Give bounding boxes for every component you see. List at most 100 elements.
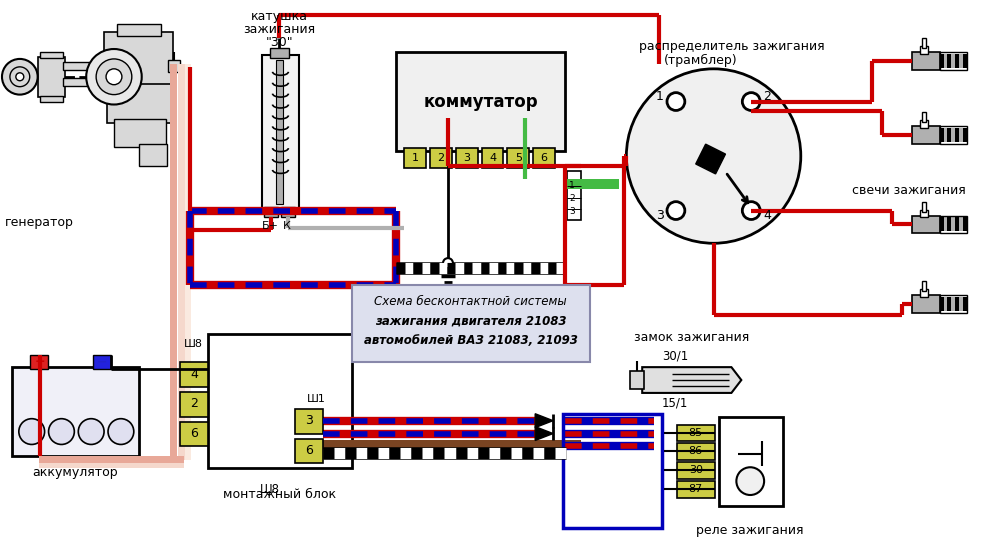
- Circle shape: [743, 201, 761, 219]
- Polygon shape: [696, 144, 726, 174]
- Text: реле зажигания: реле зажигания: [696, 524, 804, 537]
- Bar: [567, 171, 581, 221]
- Bar: [955, 297, 959, 311]
- Text: Схема бесконтактной системы: Схема бесконтактной системы: [374, 295, 567, 308]
- Bar: [939, 128, 943, 142]
- Bar: [181, 392, 209, 417]
- Bar: [181, 422, 209, 447]
- Bar: [261, 55, 299, 209]
- Polygon shape: [535, 426, 553, 441]
- Bar: [943, 128, 947, 142]
- Bar: [920, 120, 927, 128]
- Bar: [922, 201, 925, 211]
- Bar: [275, 60, 283, 204]
- Bar: [533, 148, 555, 168]
- Text: 4: 4: [764, 209, 771, 222]
- Bar: [631, 371, 644, 389]
- Bar: [179, 64, 186, 460]
- Bar: [171, 64, 178, 460]
- Bar: [939, 126, 967, 144]
- Circle shape: [10, 67, 30, 87]
- Circle shape: [667, 93, 685, 110]
- Text: Ш8: Ш8: [184, 340, 204, 349]
- Text: катушка: катушка: [251, 10, 308, 23]
- Text: 6: 6: [191, 427, 199, 440]
- Bar: [323, 441, 581, 449]
- Text: 30/1: 30/1: [662, 349, 688, 363]
- Text: 3: 3: [569, 206, 575, 216]
- Text: (трамблер): (трамблер): [664, 54, 738, 67]
- Bar: [139, 144, 167, 166]
- Text: +: +: [35, 355, 46, 368]
- Circle shape: [737, 467, 765, 495]
- Text: 4: 4: [191, 367, 199, 381]
- Text: 5: 5: [514, 153, 522, 163]
- Bar: [563, 414, 662, 527]
- Bar: [39, 464, 185, 468]
- Text: 2: 2: [569, 194, 575, 203]
- Bar: [169, 60, 181, 72]
- Bar: [963, 217, 967, 232]
- Bar: [943, 217, 947, 232]
- Bar: [912, 52, 939, 70]
- Bar: [295, 438, 323, 464]
- Circle shape: [78, 419, 104, 444]
- Text: 2: 2: [438, 153, 445, 163]
- Bar: [185, 64, 192, 460]
- Text: "30": "30": [266, 36, 293, 49]
- Bar: [939, 295, 967, 313]
- Bar: [269, 48, 289, 58]
- Bar: [352, 285, 590, 362]
- Bar: [951, 217, 955, 232]
- Circle shape: [16, 73, 24, 81]
- Bar: [922, 38, 925, 48]
- Bar: [947, 54, 951, 68]
- Bar: [12, 367, 139, 456]
- Bar: [114, 120, 166, 147]
- Bar: [107, 84, 172, 123]
- Bar: [922, 281, 925, 291]
- Text: 1: 1: [569, 181, 575, 190]
- Polygon shape: [535, 414, 553, 428]
- Text: коммутатор: коммутатор: [423, 92, 538, 110]
- Bar: [64, 78, 105, 86]
- Bar: [40, 96, 64, 102]
- Text: генератор: генератор: [5, 216, 73, 229]
- Circle shape: [2, 59, 38, 94]
- Bar: [951, 297, 955, 311]
- Bar: [64, 62, 105, 70]
- Bar: [947, 128, 951, 142]
- Text: автомобилей ВАЗ 21083, 21093: автомобилей ВАЗ 21083, 21093: [363, 335, 578, 347]
- Bar: [939, 54, 943, 68]
- Bar: [939, 297, 943, 311]
- Text: 3: 3: [464, 153, 471, 163]
- Bar: [482, 148, 503, 168]
- Bar: [939, 217, 943, 232]
- Bar: [959, 128, 963, 142]
- Bar: [507, 148, 529, 168]
- Bar: [959, 217, 963, 232]
- Text: 30: 30: [689, 465, 703, 475]
- Bar: [181, 362, 209, 387]
- Bar: [943, 54, 947, 68]
- Bar: [963, 128, 967, 142]
- Bar: [565, 179, 620, 189]
- Text: 85: 85: [689, 428, 703, 437]
- Bar: [179, 64, 186, 460]
- Text: Ш1: Ш1: [307, 394, 326, 404]
- Bar: [117, 24, 161, 36]
- Circle shape: [96, 59, 132, 94]
- Circle shape: [49, 419, 74, 444]
- Bar: [955, 128, 959, 142]
- Text: Б+: Б+: [261, 222, 279, 232]
- Bar: [295, 409, 323, 434]
- Bar: [951, 54, 955, 68]
- Text: 86: 86: [689, 447, 703, 456]
- Bar: [104, 32, 174, 87]
- Bar: [719, 417, 782, 506]
- Bar: [677, 443, 715, 460]
- Bar: [912, 295, 939, 313]
- Bar: [947, 217, 951, 232]
- Bar: [922, 112, 925, 122]
- Text: К: К: [282, 222, 290, 232]
